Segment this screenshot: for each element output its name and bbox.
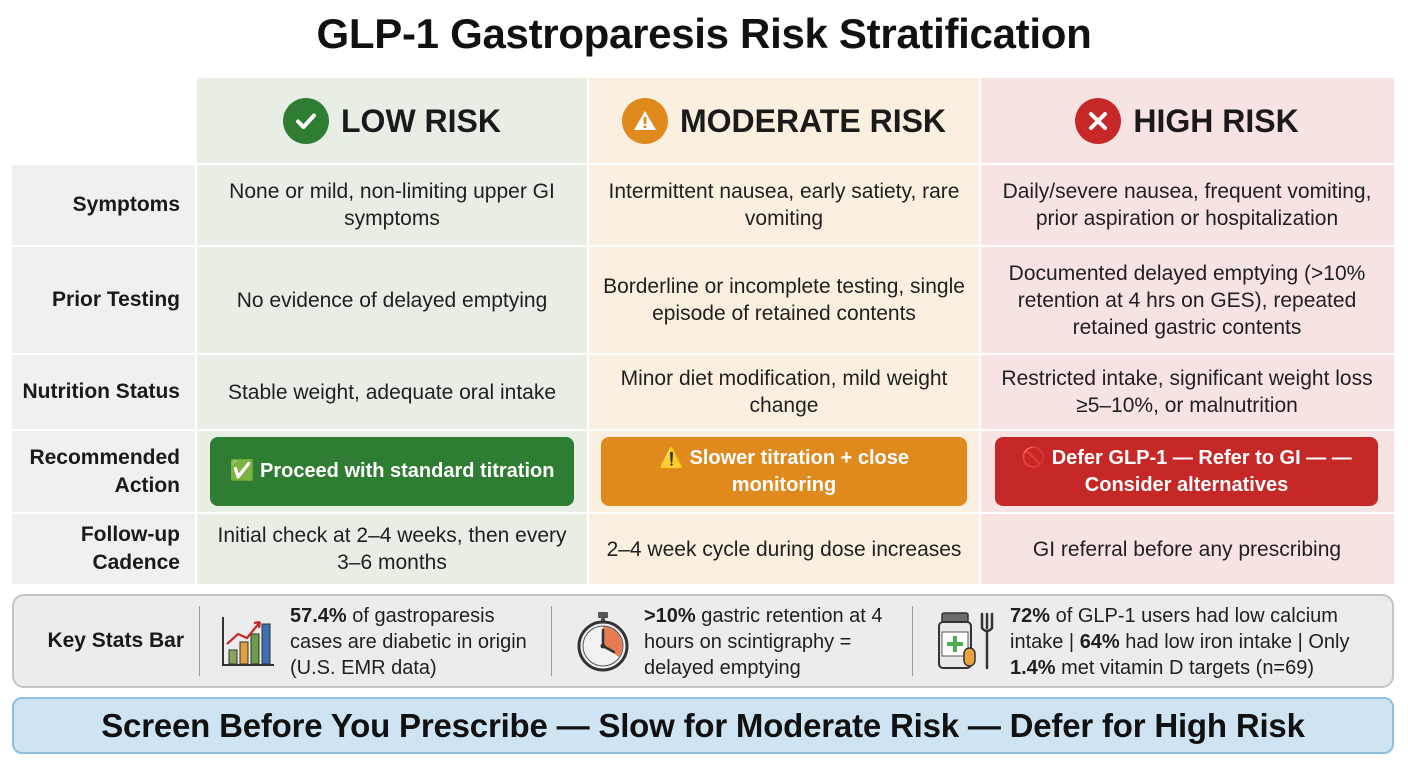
- stat-text: had low iron intake | Only: [1119, 631, 1350, 653]
- header-moderate-risk: MODERATE RISK: [588, 78, 980, 164]
- check-circle-icon: [283, 98, 329, 144]
- row-label-prior-testing: Prior Testing: [52, 288, 180, 311]
- page-title: GLP-1 Gastroparesis Risk Stratification: [316, 10, 1092, 57]
- stats-divider: [199, 606, 200, 676]
- stat-text: met vitamin D targets (n=69): [1055, 657, 1315, 679]
- cell-testing-high: Documented delayed emptying (>10% retent…: [1008, 261, 1366, 339]
- cell-nutrition-moderate: Minor diet modification, mild weight cha…: [620, 367, 948, 417]
- cell-testing-low: No evidence of delayed emptying: [236, 288, 548, 312]
- stat-value: 72%: [1010, 605, 1051, 627]
- row-label-column: [12, 164, 196, 584]
- row-divider: [12, 163, 1394, 165]
- stats-label: Key Stats Bar: [47, 629, 184, 652]
- key-stats-bar: Key Stats Bar 57.4% of gastroparesis cas…: [12, 594, 1394, 688]
- stat-value: 1.4%: [1010, 657, 1056, 679]
- warning-circle-icon: [621, 98, 668, 144]
- stats-divider: [912, 606, 913, 676]
- row-label-nutrition: Nutrition Status: [22, 380, 181, 403]
- cell-followup-high: GI referral before any prescribing: [1032, 537, 1342, 561]
- header-low-label: LOW RISK: [341, 102, 501, 139]
- cell-testing-moderate: Borderline or incomplete testing, single…: [603, 275, 965, 325]
- stopwatch-icon: [574, 610, 632, 677]
- stat-value: 64%: [1079, 631, 1120, 653]
- stat-text: gastric retention at 4 hours on scintigr…: [644, 605, 883, 679]
- column-divider: [979, 78, 981, 584]
- header-high-label: HIGH RISK: [1133, 102, 1299, 139]
- cell-symptoms-moderate: Intermittent nausea, early satiety, rare…: [608, 180, 960, 230]
- column-divider: [587, 78, 589, 584]
- stat-gastric-retention: >10% gastric retention at 4 hours on sci…: [644, 603, 904, 681]
- header-low-risk: LOW RISK: [196, 78, 588, 164]
- cell-nutrition-low: Stable weight, adequate oral intake: [227, 380, 557, 404]
- cell-nutrition-high: Restricted intake, significant weight lo…: [1001, 367, 1373, 417]
- row-label-symptoms: Symptoms: [72, 193, 180, 216]
- row-label-followup: Follow-up Cadence: [80, 523, 180, 574]
- bar-chart-icon: [220, 614, 276, 673]
- header-high-risk: HIGH RISK: [980, 78, 1394, 164]
- row-divider: [12, 353, 1394, 355]
- stat-diabetic-origin: 57.4% of gastroparesis cases are diabeti…: [290, 603, 542, 681]
- cell-followup-moderate: 2–4 week cycle during dose increases: [606, 537, 962, 561]
- stat-text: of gastroparesis cases are diabetic in o…: [290, 605, 527, 679]
- cell-followup-low: Initial check at 2–4 weeks, then every 3…: [217, 524, 567, 574]
- row-label-action: Recommended Action: [29, 445, 180, 497]
- header-moderate-label: MODERATE RISK: [679, 102, 947, 139]
- bottom-banner: Screen Before You Prescribe — Slow for M…: [12, 697, 1394, 754]
- row-divider: [12, 245, 1394, 247]
- cell-symptoms-low: None or mild, non-limiting upper GI symp…: [229, 180, 555, 230]
- risk-table: LOW RISK MODERATE RISK HIGH RISK Symptom…: [12, 78, 1394, 584]
- row-divider: [12, 429, 1394, 431]
- action-defer-button: 🚫 Defer GLP-1 — Refer to GI — — Consider…: [995, 437, 1378, 506]
- row-divider: [12, 512, 1394, 514]
- stats-divider: [551, 606, 552, 676]
- stat-value: >10%: [644, 605, 696, 627]
- cell-symptoms-high: Daily/severe nausea, frequent vomiting, …: [1002, 180, 1372, 230]
- medicine-bottle-fork-icon: [934, 610, 998, 677]
- stat-value: 57.4%: [290, 605, 347, 627]
- action-proceed-button: ✅ Proceed with standard titration: [210, 437, 574, 506]
- stat-nutrient-intake: 72% of GLP-1 users had low calcium intak…: [1010, 603, 1386, 681]
- x-circle-icon: [1075, 98, 1122, 144]
- stat-text: of GLP-1 users had low calcium intake |: [1010, 605, 1338, 653]
- column-divider: [195, 78, 197, 584]
- action-slower-titration-button: ⚠️ Slower titration + close monitoring: [601, 437, 967, 506]
